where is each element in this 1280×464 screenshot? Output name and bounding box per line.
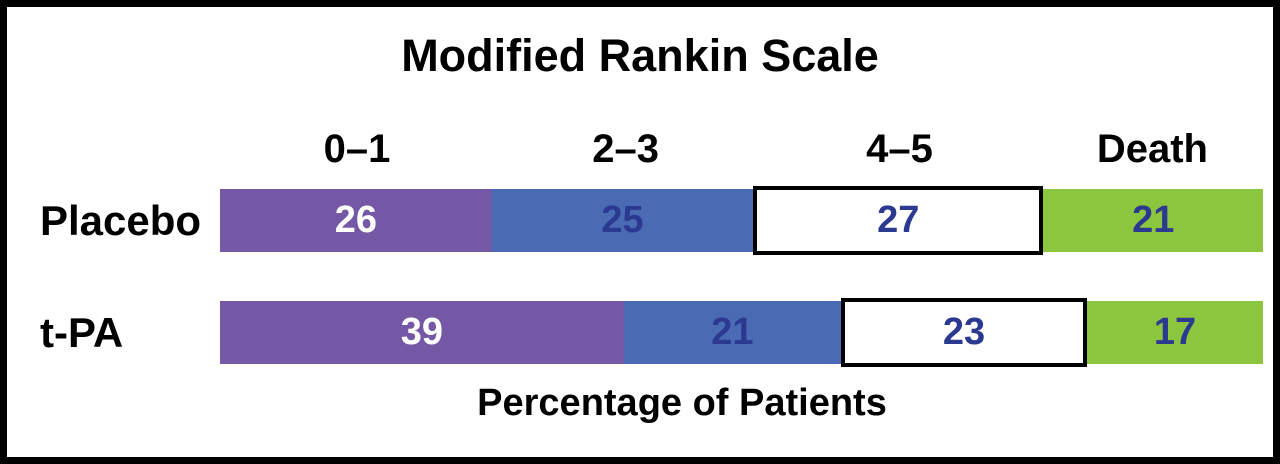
column-header-death: Death (1096, 127, 1208, 171)
header-cells: 0–1 2–3 4–5 Death (220, 124, 1263, 174)
bar-segment-placebo-death: 21 (1043, 189, 1263, 252)
bar-row-placebo: Placebo 26 25 27 21 (7, 186, 1273, 255)
value-label: 21 (1132, 199, 1175, 241)
column-headers: 0–1 2–3 4–5 Death (7, 124, 1273, 174)
column-header-2-3: 2–3 (592, 127, 659, 171)
value-label: 27 (877, 199, 920, 241)
value-label: 23 (942, 311, 986, 353)
value-label: 39 (400, 311, 443, 353)
value-label: 17 (1153, 311, 1197, 353)
bar-segment-tpa-mrs-4-5: 23 (841, 298, 1088, 367)
stacked-bar-tpa: 39 21 23 17 (220, 298, 1263, 367)
bar-segment-placebo-mrs-4-5: 27 (753, 186, 1044, 255)
bar-segment-tpa-mrs-2-3: 21 (623, 301, 841, 364)
row-label-tpa: t-PA (40, 309, 124, 356)
bar-segment-tpa-death: 17 (1087, 301, 1263, 364)
header-spacer (7, 124, 220, 174)
value-label: 21 (711, 311, 754, 353)
bar-segment-placebo-mrs-0-1: 26 (220, 189, 492, 252)
value-label: 26 (334, 199, 378, 241)
column-header-4-5: 4–5 (866, 127, 933, 171)
bar-segment-tpa-mrs-0-1: 39 (220, 301, 624, 364)
bar-segment-placebo-mrs-2-3: 25 (491, 189, 754, 252)
bar-row-tpa: t-PA 39 21 23 17 (7, 298, 1273, 367)
x-axis-label: Percentage of Patients (477, 382, 887, 424)
chart-title: Modified Rankin Scale (401, 30, 879, 81)
stacked-bar-placebo: 26 25 27 21 (220, 186, 1263, 255)
value-label: 25 (601, 199, 644, 241)
column-header-0-1: 0–1 (323, 127, 391, 171)
row-label-placebo: Placebo (40, 197, 202, 244)
